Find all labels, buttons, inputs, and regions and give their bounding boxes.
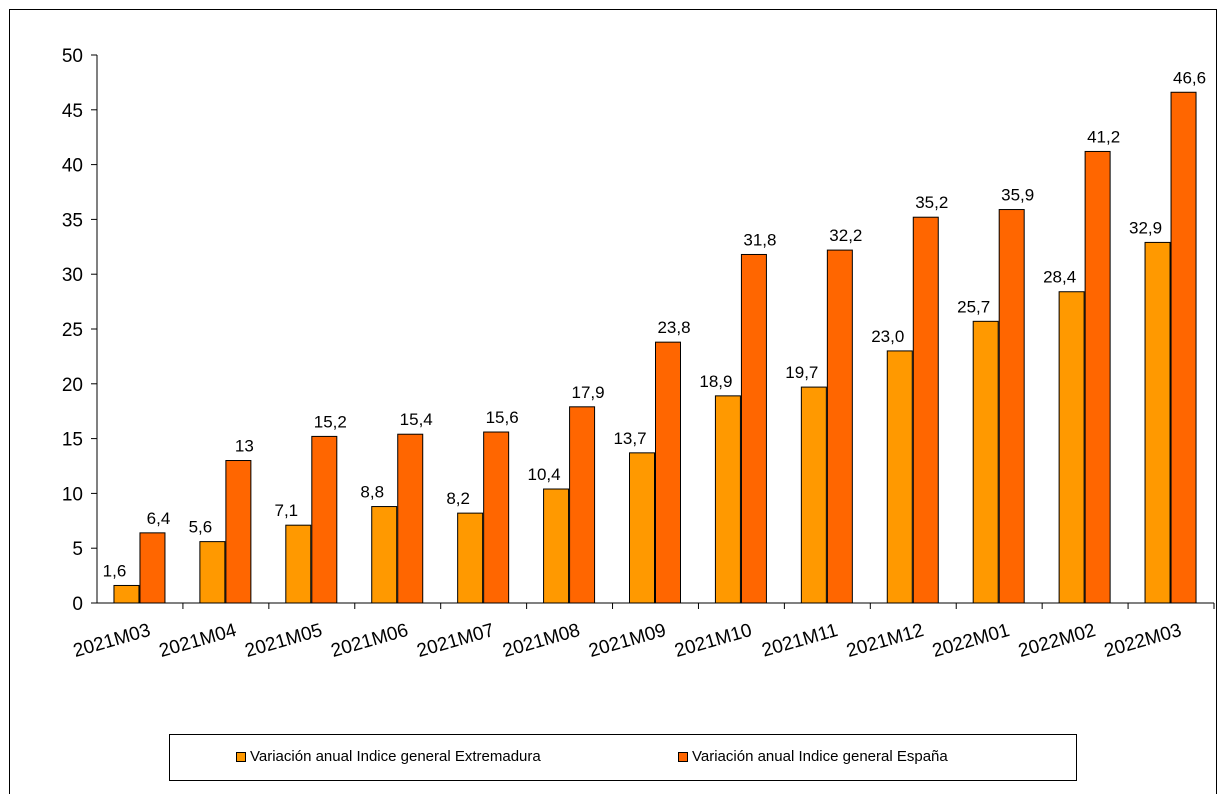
y-tick-label: 0	[72, 594, 83, 615]
bar-espana	[569, 406, 596, 604]
y-tick-label: 25	[62, 320, 83, 341]
bar-extremadura	[714, 395, 741, 604]
data-label-espana: 6,4	[147, 509, 171, 528]
data-label-espana: 15,6	[486, 408, 519, 427]
bar-espana	[1084, 150, 1111, 604]
legend-label-extremadura: Variación anual Indice general Extremadu…	[250, 748, 541, 765]
bar-espana	[740, 253, 767, 604]
x-tick-label: 2021M04	[157, 620, 239, 662]
x-tick-label: 2021M07	[415, 620, 497, 662]
bar-espana	[311, 435, 338, 604]
data-label-espana: 46,6	[1173, 68, 1206, 87]
x-tick-label: 2021M06	[329, 620, 411, 662]
data-label-extremadura: 32,9	[1129, 218, 1162, 237]
data-label-espana: 17,9	[572, 383, 605, 402]
axes	[96, 55, 1215, 609]
bar-extremadura	[886, 350, 913, 604]
bar-extremadura	[800, 386, 827, 604]
data-label-espana: 13	[235, 437, 254, 456]
bar-extremadura	[972, 320, 999, 604]
legend: Variación anual Indice general Extremadu…	[169, 734, 1077, 781]
data-label-espana: 35,2	[915, 193, 948, 212]
y-tick-label: 35	[62, 210, 83, 231]
y-tick-label: 15	[62, 430, 83, 451]
x-tick-label: 2021M03	[71, 620, 153, 662]
legend-swatch-espana	[678, 751, 688, 762]
data-label-extremadura: 13,7	[613, 429, 646, 448]
data-label-extremadura: 5,6	[189, 518, 213, 537]
data-label-extremadura: 8,2	[446, 489, 470, 508]
data-label-extremadura: 1,6	[103, 561, 127, 580]
bar-extremadura	[199, 541, 226, 604]
legend-label-espana: Variación anual Indice general España	[692, 748, 948, 765]
bar-extremadura	[285, 524, 312, 604]
x-tick-label: 2021M10	[672, 620, 754, 662]
data-label-espana: 31,8	[743, 230, 776, 249]
x-tick-label: 2021M08	[501, 620, 583, 662]
data-label-espana: 15,2	[314, 412, 347, 431]
data-label-espana: 15,4	[400, 410, 433, 429]
data-label-extremadura: 10,4	[528, 465, 561, 484]
data-label-extremadura: 18,9	[699, 372, 732, 391]
data-label-espana: 41,2	[1087, 127, 1120, 146]
bar-extremadura	[371, 506, 398, 604]
x-tick-label: 2021M12	[844, 620, 926, 662]
x-tick-label: 2022M03	[1102, 620, 1184, 662]
legend-swatch-extremadura	[236, 751, 246, 762]
x-tick-label: 2021M11	[760, 620, 841, 662]
y-tick-label: 45	[62, 101, 83, 122]
y-tick-label: 30	[62, 265, 83, 286]
y-tick-label: 10	[62, 484, 83, 505]
bar-espana	[655, 341, 681, 604]
x-tick-label: 2022M02	[1016, 620, 1098, 662]
bar-espana	[998, 209, 1025, 604]
bar-extremadura	[1144, 241, 1171, 604]
x-tick-label: 2021M05	[243, 620, 325, 662]
data-labels: 1,6 6,4 5,6 13 7,1 15,2 8,8 15,4 8,2 15,6 10,4 17,9…	[103, 68, 1206, 580]
x-tick-label: 2022M01	[930, 620, 1012, 662]
bar-espana	[139, 532, 166, 604]
bar-espana	[912, 216, 939, 604]
y-tick-label: 20	[62, 375, 83, 396]
y-tick-label: 50	[62, 46, 83, 67]
y-tick-label: 5	[72, 539, 83, 560]
bars	[113, 91, 1197, 604]
legend-item-espana: Variación anual Indice general España	[678, 748, 948, 765]
bar-espana	[826, 249, 853, 604]
bar-extremadura	[1058, 291, 1085, 604]
data-label-extremadura: 8,8	[360, 483, 384, 502]
x-tick-label: 2021M09	[586, 620, 668, 662]
data-label-espana: 32,2	[829, 226, 862, 245]
data-label-espana: 23,8	[657, 318, 690, 337]
y-axis-ticks: 0 5 10 15 20 25 30 35 40 45 50	[62, 46, 97, 615]
data-label-extremadura: 23,0	[871, 327, 904, 346]
bar-espana	[483, 431, 510, 604]
bar-espana	[1170, 91, 1197, 604]
bar-extremadura	[113, 584, 140, 604]
data-label-extremadura: 19,7	[785, 363, 818, 382]
bar-espana	[225, 460, 252, 604]
data-label-extremadura: 25,7	[957, 297, 990, 316]
bar-extremadura	[457, 512, 484, 604]
x-axis-labels: 2021M03 2021M04 2021M05 2021M06 2021M07 2021M…	[71, 620, 1184, 662]
data-label-espana: 35,9	[1001, 186, 1034, 205]
y-tick-label: 40	[62, 156, 83, 177]
legend-item-extremadura: Variación anual Indice general Extremadu…	[236, 748, 541, 765]
bar-extremadura	[629, 452, 655, 604]
data-label-extremadura: 7,1	[274, 501, 298, 520]
data-label-extremadura: 28,4	[1043, 268, 1076, 287]
bar-espana	[397, 433, 424, 604]
bar-extremadura	[543, 488, 570, 604]
